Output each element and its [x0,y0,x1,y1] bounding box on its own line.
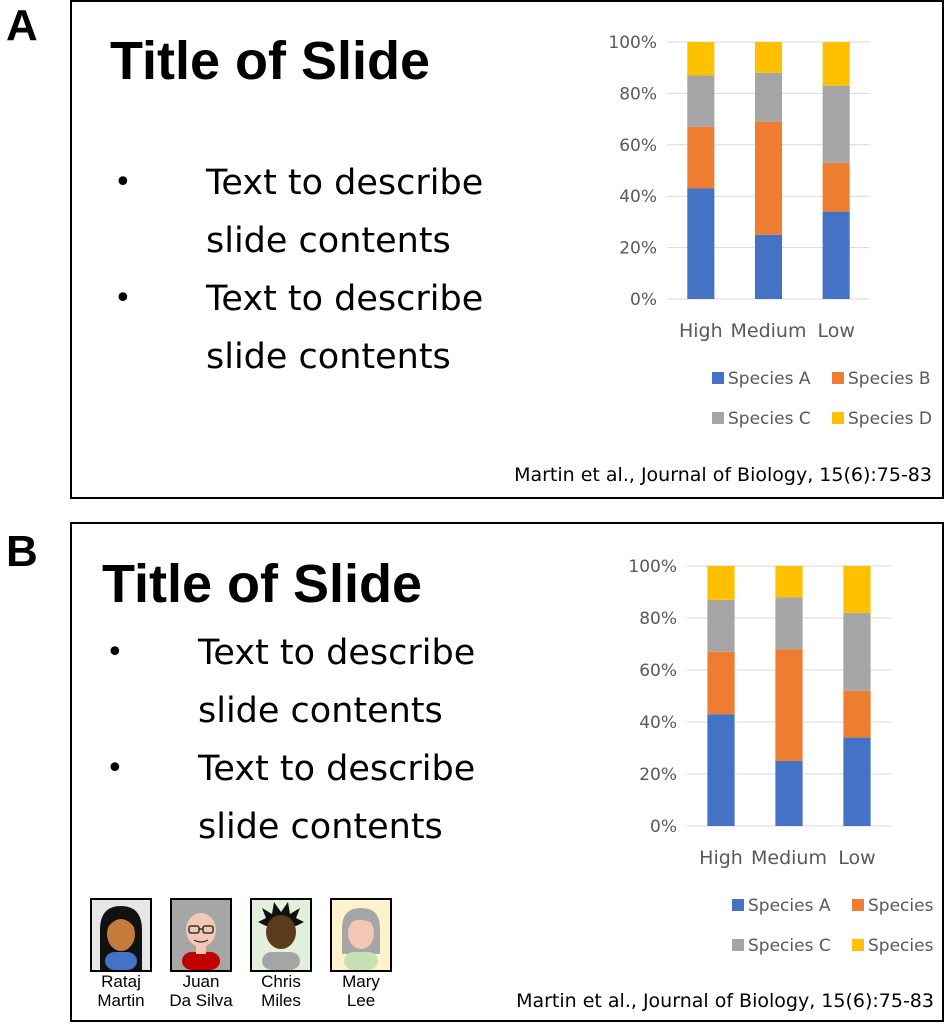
bullet-dot: • [114,165,132,200]
legend-label: Species D [848,409,932,429]
author-rataj-martin: Rataj Martin [90,898,152,1010]
bar-segment [754,42,783,73]
bullet-text-line: Text to describe [206,163,484,203]
panel-letter-a: A [6,1,38,50]
bar-segment [754,72,783,122]
legend-label: Species A [728,369,811,389]
author-name: Juan Da Silva [169,972,233,1010]
legend-swatch [852,939,864,951]
author-mary-lee: Mary Lee [330,898,392,1010]
bar-segment [843,566,871,613]
legend-label: Species C [748,936,831,956]
y-tick-label: 40% [619,187,657,207]
y-tick-label: 100% [628,557,677,577]
bullet-text-line: slide contents [206,337,451,377]
legend-label: Species D [868,936,940,956]
bullet-item: • Text to describe slide contents [114,270,483,386]
author-name: Rataj Martin [97,972,145,1010]
legend-swatch [832,412,844,424]
bar-segment [843,737,871,826]
bar-segment [707,566,735,600]
legend-label: Species C [728,409,811,429]
bar-segment [775,761,803,826]
bar-segment [843,612,871,691]
y-tick-label: 0% [630,290,657,310]
legend-swatch [732,939,744,951]
bar-segment [754,234,783,299]
bullet-text-line: slide contents [198,807,443,847]
x-tick-label: High [699,847,743,869]
legend-label: Species B [868,896,940,916]
bar-segment [822,211,850,299]
x-tick-label: Medium [731,320,807,342]
bullet-dot: • [106,635,124,670]
bar-segment [754,121,783,235]
bullet-list: • Text to describe slide contents • Text… [114,154,483,386]
x-tick-label: Medium [751,847,827,869]
avatar-grey-hair-icon [330,898,392,972]
y-tick-label: 80% [639,609,677,629]
bullet-text-line: Text to describe [198,633,476,673]
bar-segment [707,651,735,715]
bullet-dot: • [114,281,132,316]
stacked-bar-chart: 0% 20% 40% 60% 80% 100% High Medium Low Species A… [628,557,940,956]
author-juan-da-silva: Juan Da Silva [169,898,233,1010]
slide-title: Title of Slide [110,31,431,91]
avatar-long-black-hair-icon [90,898,152,972]
bullet-text-line: slide contents [206,221,451,261]
y-tick-label: 0% [650,817,677,837]
author-chris-miles: Chris Miles [250,898,312,1010]
y-tick-label: 100% [608,33,657,53]
bar-segment [687,126,715,189]
bar-segment [775,649,803,761]
bar-segment [707,599,735,652]
bullet-text-line: Text to describe [206,279,484,319]
bar-segment [775,566,803,598]
avatar-spiky-hair-icon [250,898,312,972]
avatar-glasses-bald-icon [170,898,232,972]
citation: Martin et al., Journal of Biology, 15(6)… [516,990,934,1012]
bullet-text-line: Text to describe [198,749,476,789]
y-tick-label: 20% [619,239,657,259]
slide-a: Title of Slide • Text to describe slide … [70,0,944,499]
bar-segment [687,188,715,299]
y-tick-label: 80% [619,84,657,104]
bullet-item: • Text to describe slide contents [114,154,483,270]
bar-segment [822,162,850,212]
bullet-text-line: slide contents [198,691,443,731]
legend-swatch [712,412,724,424]
bullet-item: • Text to describe slide contents [106,624,475,740]
slide-b: Title of Slide • Text to describe slide … [70,522,944,1022]
bar-segment [822,42,850,86]
citation: Martin et al., Journal of Biology, 15(6)… [514,464,932,486]
stacked-bar-chart: 0% 20% 40% 60% 80% 100% High Medium Low Species A… [608,33,932,429]
bar-segment [687,75,715,127]
y-tick-label: 40% [639,713,677,733]
bar-segment [843,690,871,738]
x-tick-label: High [679,320,723,342]
bar-segment [687,42,715,76]
y-tick-label: 20% [639,765,677,785]
legend-label: Species B [848,369,931,389]
bullet-item: • Text to describe slide contents [106,740,475,856]
panel-letter-b: B [6,527,38,576]
legend-swatch [832,372,844,384]
bar-segment [775,597,803,650]
bullet-dot: • [106,751,124,786]
bar-segment [707,714,735,826]
bullet-list: • Text to describe slide contents • Text… [106,624,475,856]
y-tick-label: 60% [639,661,677,681]
legend-swatch [712,372,724,384]
bar-segment [822,85,850,163]
legend-label: Species A [748,896,831,916]
author-name: Chris Miles [261,972,301,1010]
author-name: Mary Lee [342,972,380,1010]
legend-swatch [852,899,864,911]
x-tick-label: Low [838,847,875,869]
x-tick-label: Low [817,320,854,342]
legend-swatch [732,899,744,911]
y-tick-label: 60% [619,136,657,156]
slide-title: Title of Slide [102,554,423,614]
